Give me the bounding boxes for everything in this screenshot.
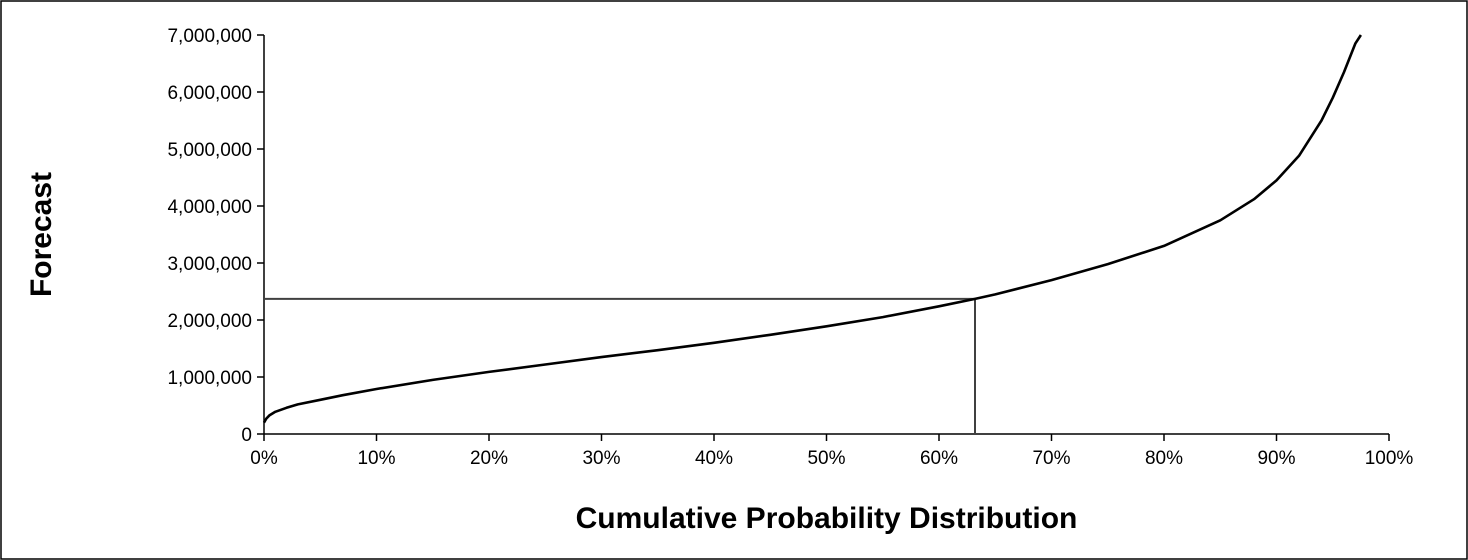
x-tick-label: 100%: [1365, 448, 1414, 469]
x-tick-label: 90%: [1257, 448, 1295, 469]
y-axis-ticks: 0 1,000,000 2,000,000 3,000,000 4,000,000 5,0…: [167, 26, 264, 446]
y-tick-label: 6,000,000: [167, 83, 252, 104]
x-tick-label: 20%: [470, 448, 508, 469]
x-tick-label: 0%: [250, 448, 278, 469]
y-tick-label: 3,000,000: [167, 254, 252, 275]
x-axis-ticks: 0% 10% 20% 30% 40% 50% 60% 70% 80% 90% 100%: [250, 434, 1413, 469]
y-tick-label: 4,000,000: [167, 197, 252, 218]
y-axis-title: Forecast: [25, 172, 58, 297]
y-tick-label: 0: [241, 425, 252, 446]
x-axis-title: Cumulative Probability Distribution: [576, 502, 1078, 535]
y-tick-label: 7,000,000: [167, 26, 252, 47]
y-tick-label: 1,000,000: [167, 368, 252, 389]
x-tick-label: 30%: [582, 448, 620, 469]
x-tick-label: 80%: [1145, 448, 1183, 469]
forecast-curve: [262, 34, 1362, 424]
x-tick-label: 10%: [357, 448, 395, 469]
reference-lines: [264, 297, 976, 434]
y-tick-label: 5,000,000: [167, 140, 252, 161]
x-tick-label: 70%: [1032, 448, 1070, 469]
x-tick-label: 50%: [807, 448, 845, 469]
x-tick-label: 40%: [695, 448, 733, 469]
x-tick-label: 60%: [920, 448, 958, 469]
y-tick-label: 2,000,000: [167, 311, 252, 332]
